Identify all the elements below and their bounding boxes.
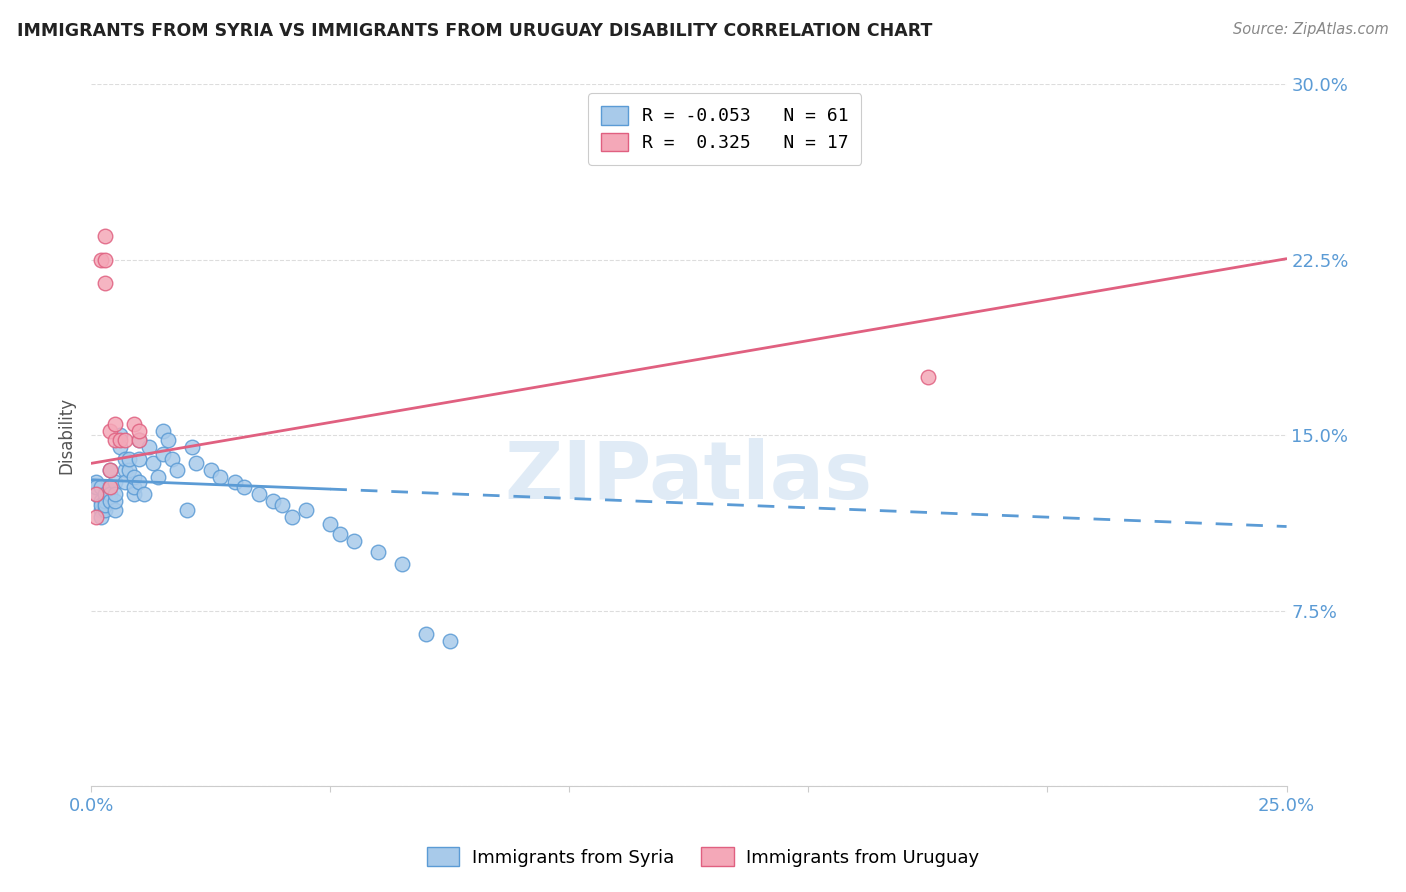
Point	[108, 428, 131, 442]
Point	[176, 503, 198, 517]
Point	[142, 456, 165, 470]
Point	[295, 503, 318, 517]
Point	[186, 456, 208, 470]
Point	[84, 480, 107, 494]
Point	[98, 487, 121, 501]
Point	[319, 517, 342, 532]
Point	[90, 510, 112, 524]
Text: Source: ZipAtlas.com: Source: ZipAtlas.com	[1233, 22, 1389, 37]
Point	[122, 480, 145, 494]
Point	[128, 433, 150, 447]
Point	[84, 475, 107, 489]
Point	[114, 433, 136, 447]
Point	[90, 493, 112, 508]
Legend: Immigrants from Syria, Immigrants from Uruguay: Immigrants from Syria, Immigrants from U…	[419, 840, 987, 874]
Point	[104, 503, 127, 517]
Point	[166, 463, 188, 477]
Point	[94, 493, 117, 508]
Legend: R = -0.053   N = 61, R =  0.325   N = 17: R = -0.053 N = 61, R = 0.325 N = 17	[588, 94, 862, 165]
Point	[98, 463, 121, 477]
Point	[233, 480, 256, 494]
Point	[329, 526, 352, 541]
Point	[271, 499, 294, 513]
Point	[180, 440, 202, 454]
Point	[152, 424, 174, 438]
Point	[98, 480, 121, 494]
Point	[90, 499, 112, 513]
Point	[262, 493, 284, 508]
Point	[94, 252, 117, 267]
Point	[94, 487, 117, 501]
Point	[98, 424, 121, 438]
Point	[94, 503, 117, 517]
Point	[94, 229, 117, 244]
Point	[122, 417, 145, 431]
Point	[114, 463, 136, 477]
Point	[90, 480, 112, 494]
Point	[104, 433, 127, 447]
Point	[209, 470, 232, 484]
Point	[84, 510, 107, 524]
Point	[224, 475, 246, 489]
Point	[84, 487, 107, 501]
Point	[104, 487, 127, 501]
Point	[104, 417, 127, 431]
Point	[439, 634, 461, 648]
Point	[146, 470, 169, 484]
Point	[917, 369, 939, 384]
Point	[128, 433, 150, 447]
Point	[108, 440, 131, 454]
Text: ZIPatlas: ZIPatlas	[505, 438, 873, 516]
Point	[118, 451, 141, 466]
Point	[114, 451, 136, 466]
Point	[108, 433, 131, 447]
Point	[152, 447, 174, 461]
Point	[138, 440, 160, 454]
Point	[104, 493, 127, 508]
Point	[122, 470, 145, 484]
Point	[98, 480, 121, 494]
Point	[367, 545, 389, 559]
Point	[200, 463, 222, 477]
Point	[391, 557, 413, 571]
Point	[94, 277, 117, 291]
Point	[104, 475, 127, 489]
Point	[98, 493, 121, 508]
Point	[114, 475, 136, 489]
Point	[90, 503, 112, 517]
Point	[343, 533, 366, 548]
Text: IMMIGRANTS FROM SYRIA VS IMMIGRANTS FROM URUGUAY DISABILITY CORRELATION CHART: IMMIGRANTS FROM SYRIA VS IMMIGRANTS FROM…	[17, 22, 932, 40]
Point	[128, 475, 150, 489]
Point	[90, 252, 112, 267]
Point	[84, 487, 107, 501]
Point	[162, 451, 184, 466]
Y-axis label: Disability: Disability	[58, 397, 75, 474]
Point	[94, 499, 117, 513]
Point	[128, 451, 150, 466]
Point	[128, 424, 150, 438]
Point	[118, 463, 141, 477]
Point	[281, 510, 304, 524]
Point	[132, 487, 155, 501]
Point	[415, 627, 437, 641]
Point	[122, 487, 145, 501]
Point	[247, 487, 270, 501]
Point	[156, 433, 179, 447]
Point	[98, 463, 121, 477]
